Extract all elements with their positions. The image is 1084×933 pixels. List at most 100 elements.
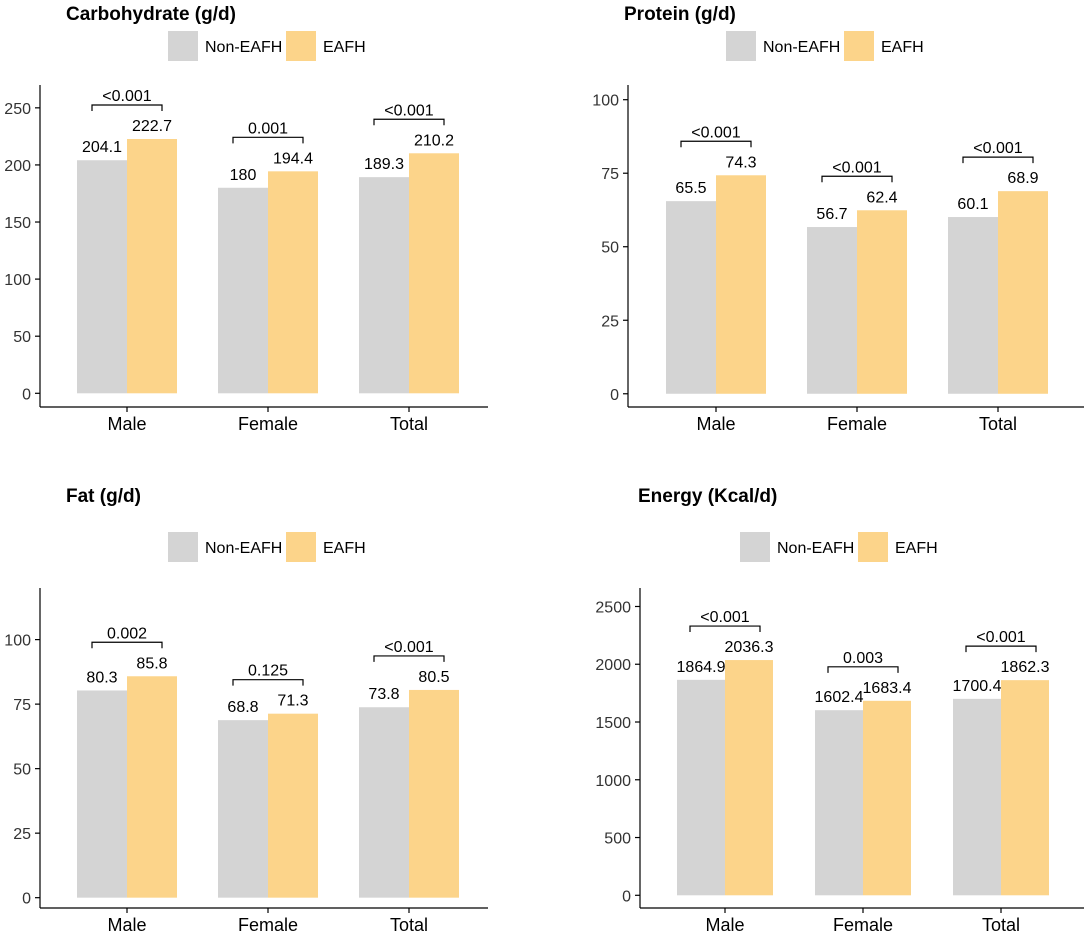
legend-swatch-eafh — [286, 31, 316, 61]
bar-group-total: 189.3 210.2 <0.001 Total — [359, 102, 459, 434]
y-tick-label: 100 — [592, 93, 619, 110]
bar-value-label-eafh: 74.3 — [725, 154, 756, 171]
bar-group-female: 56.7 62.4 <0.001 Female — [807, 159, 907, 434]
bar-non-eafh — [953, 698, 1001, 896]
significance-bracket — [821, 175, 893, 183]
bar-group-male: 80.3 85.8 0.002 Male — [77, 625, 177, 933]
bar-value-label-eafh: 1683.4 — [863, 680, 912, 697]
bar-value-label-eafh: 1862.3 — [1001, 659, 1050, 676]
bar-non-eafh — [218, 187, 268, 394]
y-tick-label: 25 — [13, 826, 31, 843]
y-tick-label: 100 — [4, 272, 31, 289]
bar-group-total: 60.1 68.9 <0.001 Total — [948, 140, 1048, 434]
bar-value-label-non-eafh: 68.8 — [227, 699, 258, 716]
chart-title: Carbohydrate (g/d) — [66, 4, 236, 25]
p-value-label: <0.001 — [691, 124, 740, 141]
x-tick-label: Female — [827, 414, 887, 434]
p-value-label: 0.001 — [248, 120, 288, 137]
bar-group-total: 73.8 80.5 <0.001 Total — [359, 639, 459, 933]
bar-group-total: 1700.4 1862.3 <0.001 Total — [953, 629, 1050, 933]
bar-value-label-eafh: 80.5 — [418, 669, 449, 686]
chart-legend: Non-EAFH EAFH — [168, 532, 366, 562]
x-tick-label: Male — [107, 414, 146, 434]
legend-swatch-non-eafh — [726, 31, 756, 61]
bar-eafh — [1001, 680, 1049, 896]
chart-title: Fat (g/d) — [66, 486, 141, 507]
bar-eafh — [857, 210, 907, 394]
legend-label-non-eafh: Non-EAFH — [205, 540, 282, 557]
significance-bracket — [91, 641, 163, 649]
p-value-label: <0.001 — [976, 629, 1025, 646]
bar-value-label-eafh: 194.4 — [273, 150, 313, 167]
bar-non-eafh — [677, 679, 725, 896]
chart-panel-4: Energy (Kcal/d) Non-EAFH EAFH 0 500 1000 1500 2… — [595, 486, 1084, 933]
significance-bracket — [680, 140, 752, 148]
significance-bracket — [373, 118, 445, 126]
bar-value-label-non-eafh: 80.3 — [86, 669, 117, 686]
legend-label-non-eafh: Non-EAFH — [205, 39, 282, 56]
y-tick-label: 50 — [13, 329, 31, 346]
p-value-label: <0.001 — [973, 140, 1022, 157]
legend-label-eafh: EAFH — [881, 39, 924, 56]
chart-legend: Non-EAFH EAFH — [168, 31, 366, 61]
y-tick-label: 50 — [601, 240, 619, 257]
legend-label-non-eafh: Non-EAFH — [777, 540, 854, 557]
bar-eafh — [998, 191, 1048, 394]
bar-group-male: 1864.9 2036.3 <0.001 Male — [677, 609, 774, 933]
x-tick-label: Total — [982, 915, 1020, 933]
y-tick-label: 50 — [13, 762, 31, 779]
bar-non-eafh — [948, 217, 998, 394]
significance-bracket — [962, 156, 1034, 164]
y-tick-label: 200 — [4, 158, 31, 175]
x-tick-label: Female — [238, 414, 298, 434]
legend-label-eafh: EAFH — [895, 540, 938, 557]
chart-panel-2: Protein (g/d) Non-EAFH EAFH 0 25 50 75 100 65.5 7… — [592, 4, 1084, 434]
bar-value-label-eafh: 2036.3 — [725, 639, 774, 656]
y-tick-label: 250 — [4, 101, 31, 118]
bar-value-label-non-eafh: 204.1 — [82, 139, 122, 156]
p-value-label: <0.001 — [384, 102, 433, 119]
y-tick-label: 25 — [601, 313, 619, 330]
significance-bracket — [827, 666, 899, 673]
bar-non-eafh — [218, 720, 268, 898]
bar-group-male: 65.5 74.3 <0.001 Male — [666, 124, 766, 434]
legend-swatch-non-eafh — [168, 31, 198, 61]
bar-group-female: 68.8 71.3 0.125 Female — [218, 663, 318, 933]
x-tick-label: Total — [390, 915, 428, 933]
bar-value-label-non-eafh: 1864.9 — [677, 659, 726, 676]
bar-eafh — [863, 700, 911, 896]
bar-non-eafh — [807, 227, 857, 394]
legend-swatch-eafh — [844, 31, 874, 61]
p-value-label: 0.002 — [107, 625, 147, 642]
legend-swatch-non-eafh — [168, 532, 198, 562]
bar-value-label-non-eafh: 65.5 — [675, 180, 706, 197]
legend-label-eafh: EAFH — [323, 540, 366, 557]
legend-label-eafh: EAFH — [323, 39, 366, 56]
chart-panel-1: Carbohydrate (g/d) Non-EAFH EAFH 0 50 100 150 2… — [4, 4, 488, 434]
x-tick-label: Total — [979, 414, 1017, 434]
bar-group-female: 180 194.4 0.001 Female — [218, 120, 318, 434]
bar-non-eafh — [77, 160, 127, 394]
y-tick-label: 150 — [4, 215, 31, 232]
legend-swatch-eafh — [858, 532, 888, 562]
y-tick-label: 0 — [22, 891, 31, 908]
bar-non-eafh — [666, 201, 716, 394]
chart-legend: Non-EAFH EAFH — [740, 532, 938, 562]
bar-eafh — [716, 175, 766, 394]
p-value-label: <0.001 — [700, 609, 749, 626]
p-value-label: <0.001 — [384, 639, 433, 656]
y-tick-label: 500 — [604, 831, 631, 848]
bar-eafh — [725, 660, 773, 896]
p-value-label: 0.125 — [248, 663, 288, 680]
y-tick-label: 0 — [622, 888, 631, 905]
x-tick-label: Female — [833, 915, 893, 933]
significance-bracket — [689, 625, 761, 633]
bar-value-label-eafh: 210.2 — [414, 132, 454, 149]
significance-bracket — [373, 655, 445, 662]
bar-eafh — [409, 153, 459, 394]
chart-title: Energy (Kcal/d) — [638, 486, 777, 507]
bar-eafh — [127, 676, 177, 898]
significance-bracket — [232, 679, 304, 686]
